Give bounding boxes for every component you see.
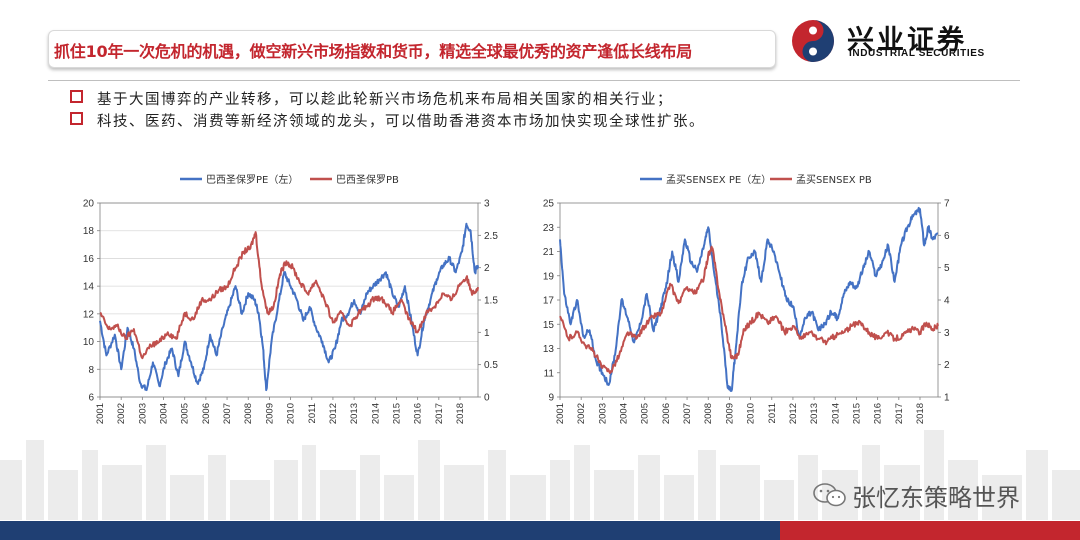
y-left-tick-label: 13 — [543, 344, 555, 355]
x-tick-label: 2005 — [640, 403, 651, 424]
x-tick-label: 2009 — [724, 403, 735, 424]
y-left-tick-label: 25 — [543, 199, 555, 210]
bullet-square-icon — [70, 112, 83, 125]
bullet-text-1: 基于大国博弈的产业转移，可以趁此轮新兴市场危机来布局相关国家的相关行业； — [97, 92, 673, 108]
city-skyline-decoration — [0, 430, 1080, 520]
bullet-item-1: 基于大国博弈的产业转移，可以趁此轮新兴市场危机来布局相关国家的相关行业； — [70, 88, 673, 109]
legend-label: 巴西圣保罗PE（左） — [206, 173, 298, 186]
y-right-tick-label: 5 — [944, 263, 950, 274]
x-tick-label: 2015 — [391, 403, 402, 424]
y-left-tick-label: 19 — [543, 271, 555, 282]
x-tick-label: 2012 — [788, 403, 799, 424]
x-tick-label: 2010 — [286, 403, 297, 424]
x-tick-label: 2011 — [307, 403, 318, 423]
y-left-tick-label: 20 — [83, 199, 95, 210]
x-tick-label: 2013 — [809, 403, 820, 424]
bullet-item-2: 科技、医药、消费等新经济领域的龙头，可以借助香港资本市场加快实现全球性扩张。 — [70, 110, 705, 131]
y-left-tick-label: 14 — [83, 282, 95, 293]
x-tick-label: 2018 — [915, 403, 926, 424]
logo-english-name: INDUSTRIAL SECURITIES — [849, 48, 985, 59]
x-tick-label: 2004 — [159, 403, 170, 424]
legend-label: 巴西圣保罗PB — [336, 173, 399, 186]
y-right-tick-label: 4 — [944, 296, 950, 307]
brazil-sao-paulo-chart: 6 8 10 12 14 16 18 20 0 0.5 1 1.5 2 2.5 3 2001 2002 2003 2… — [83, 173, 498, 424]
watermark-text: 张忆东策略世界 — [852, 484, 1020, 512]
bullet-text-2: 科技、医药、消费等新经济领域的龙头，可以借助香港资本市场加快实现全球性扩张。 — [97, 114, 705, 130]
x-tick-label: 2013 — [349, 403, 360, 424]
y-left-tick-label: 10 — [83, 337, 95, 348]
series-line-pe — [99, 222, 479, 392]
y-right-tick-label: 2 — [484, 263, 490, 274]
x-tick-label: 2006 — [201, 403, 212, 424]
y-right-tick-label: 7 — [944, 199, 950, 210]
y-left-tick-label: 6 — [88, 393, 94, 404]
industrial-securities-logo-icon — [792, 20, 834, 62]
plot-frame — [99, 202, 479, 398]
wechat-icon — [813, 483, 846, 507]
x-tick-label: 2016 — [413, 403, 424, 424]
series-line-pe — [559, 206, 939, 392]
y-left-tick-label: 9 — [548, 393, 554, 404]
legend-label: 孟买SENSEX PB — [796, 174, 872, 186]
y-right-tick-label: 1.5 — [484, 296, 498, 307]
x-tick-label: 2008 — [243, 403, 254, 424]
y-left-tick-label: 8 — [88, 365, 94, 376]
y-left-tick-label: 11 — [544, 368, 555, 379]
legend-label: 孟买SENSEX PE（左） — [666, 173, 771, 186]
x-tick-label: 2008 — [703, 403, 714, 424]
x-tick-label: 2001 — [555, 403, 566, 424]
x-tick-label: 2016 — [873, 403, 884, 424]
y-right-tick-label: 1 — [484, 328, 490, 339]
y-left-tick-label: 21 — [543, 247, 555, 258]
series-line-pb — [99, 231, 479, 360]
y-right-tick-label: 6 — [944, 231, 950, 242]
y-left-tick-label: 12 — [83, 309, 95, 320]
page-title: 抓住10年一次危机的机遇，做空新兴市场指数和货币，精选全球最优秀的资产逢低长线布… — [54, 42, 693, 61]
x-tick-label: 2014 — [830, 403, 841, 424]
x-tick-label: 2014 — [370, 403, 381, 424]
y-right-tick-label: 0 — [484, 393, 490, 404]
x-tick-label: 2009 — [264, 403, 275, 424]
bullet-square-icon — [70, 90, 83, 103]
x-tick-label: 2012 — [328, 403, 339, 424]
x-tick-label: 2002 — [576, 403, 587, 424]
y-left-tick-label: 23 — [543, 223, 555, 234]
y-right-tick-label: 2 — [944, 360, 950, 371]
y-right-tick-label: 1 — [944, 393, 950, 404]
series-line-pb — [559, 245, 939, 375]
y-right-tick-label: 3 — [484, 199, 490, 210]
header-divider — [48, 80, 1020, 81]
x-tick-label: 2003 — [597, 403, 608, 424]
footer-bar-navy — [0, 521, 780, 540]
x-tick-label: 2002 — [116, 403, 127, 424]
y-left-tick-label: 17 — [543, 296, 555, 307]
x-tick-label: 2003 — [137, 403, 148, 424]
x-tick-label: 2015 — [851, 403, 862, 424]
x-tick-label: 2007 — [682, 403, 693, 424]
y-right-tick-label: 3 — [944, 328, 950, 339]
x-tick-label: 2010 — [746, 403, 757, 424]
y-left-tick-label: 18 — [83, 226, 95, 237]
y-right-tick-label: 2.5 — [484, 231, 498, 242]
y-left-tick-label: 16 — [83, 254, 95, 265]
x-tick-label: 2007 — [222, 403, 233, 424]
x-tick-label: 2017 — [894, 403, 905, 424]
title-banner — [48, 30, 776, 68]
x-tick-label: 2011 — [767, 403, 778, 423]
x-tick-label: 2017 — [434, 403, 445, 424]
plot-frame — [559, 202, 939, 398]
x-tick-label: 2001 — [95, 403, 106, 424]
x-tick-label: 2006 — [661, 403, 672, 424]
x-tick-label: 2004 — [619, 403, 630, 424]
logo-chinese-name: 兴业证券 — [847, 25, 967, 56]
y-right-tick-label: 0.5 — [484, 360, 498, 371]
x-tick-label: 2005 — [180, 403, 191, 424]
y-left-tick-label: 15 — [543, 320, 555, 331]
x-tick-label: 2018 — [455, 403, 466, 424]
